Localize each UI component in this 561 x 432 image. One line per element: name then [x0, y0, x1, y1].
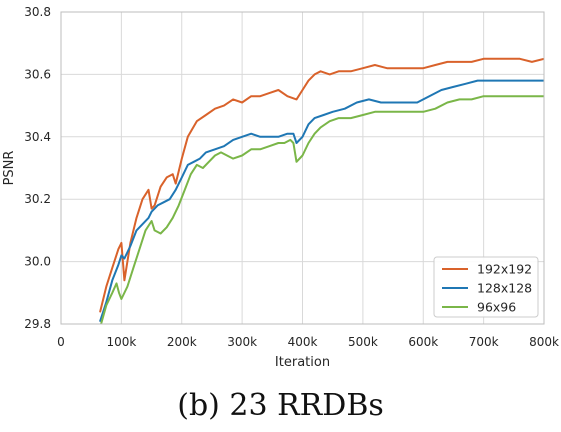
x-tick-label: 800k [529, 335, 559, 349]
series-line-96x96 [100, 95, 544, 324]
line-chart: 0 100k 200k 300k 400k 500k 600k 700k 800k 29.8 30… [2, 5, 559, 370]
x-axis-label: Iteration [275, 355, 330, 370]
x-tick-label: 700k [469, 335, 499, 349]
y-tick-labels: 29.8 30.0 30.2 30.4 30.6 30.8 [24, 5, 51, 331]
series-line-192x192 [99, 57, 544, 313]
y-tick-label: 29.8 [24, 317, 51, 331]
legend-box [433, 256, 539, 318]
x-tick-label: 0 [57, 335, 65, 349]
y-tick-label: 30.2 [24, 192, 51, 206]
x-tick-label: 400k [288, 335, 318, 349]
x-tick-label: 500k [348, 335, 378, 349]
y-axis-label: PSNR [2, 151, 17, 186]
figure-caption: (b) 23 RRDBs [177, 388, 384, 423]
y-tick-label: 30.8 [24, 5, 51, 19]
legend-entry-label: 128x128 [477, 281, 532, 296]
series-group [99, 57, 544, 324]
series-line-128x128 [99, 79, 544, 322]
x-tick-label: 300k [227, 335, 257, 349]
y-tick-label: 30.4 [24, 130, 51, 144]
y-tick-label: 30.6 [24, 67, 51, 81]
y-tick-label: 30.0 [24, 255, 51, 269]
legend: 192x192 128x128 96x96 [433, 256, 539, 318]
legend-entry-label: 192x192 [477, 262, 532, 277]
x-tick-label: 600k [408, 335, 438, 349]
plot-frame [60, 11, 545, 325]
legend-entry-label: 96x96 [477, 300, 516, 315]
x-tick-label: 200k [167, 335, 197, 349]
x-tick-label: 100k [106, 335, 136, 349]
x-tick-labels: 0 100k 200k 300k 400k 500k 600k 700k 800k [57, 335, 559, 349]
